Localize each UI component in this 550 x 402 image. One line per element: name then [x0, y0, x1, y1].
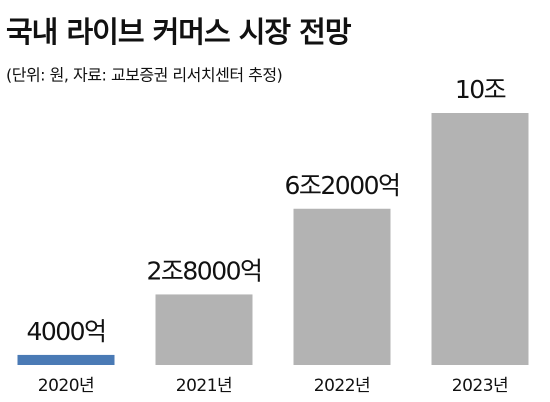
x-tick-label: 2022년	[314, 376, 370, 396]
x-tick-label: 2020년	[38, 376, 94, 396]
chart-subtitle: (단위: 원, 자료: 교보증권 리서치센터 추정)	[6, 66, 282, 85]
value-label: 10조	[455, 75, 506, 104]
bar	[155, 294, 253, 365]
value-label: 2조8000억	[146, 256, 261, 285]
value-label: 6조2000억	[284, 171, 399, 200]
bar	[17, 354, 115, 365]
x-tick-label: 2021년	[176, 376, 232, 396]
bar	[293, 208, 391, 365]
x-tick-label: 2023년	[452, 376, 508, 396]
bar	[431, 113, 529, 365]
value-label: 4000억	[26, 317, 105, 346]
chart-title: 국내 라이브 커머스 시장 전망	[6, 15, 352, 49]
